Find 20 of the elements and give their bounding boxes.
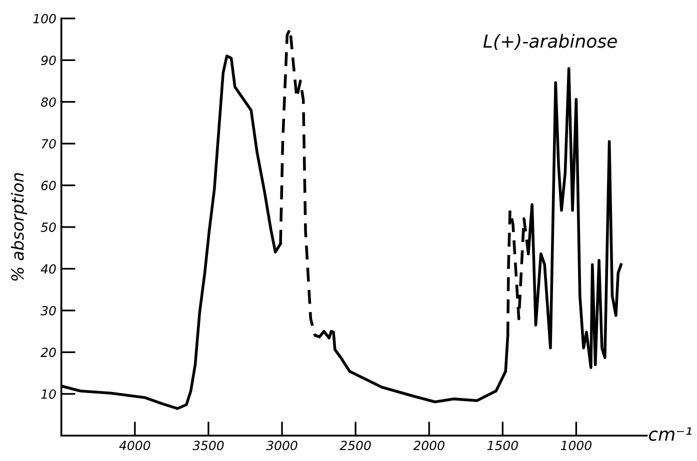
y-tick-label: 90: [41, 56, 56, 66]
y-tick-label: 100: [33, 14, 56, 24]
text: L(+)-arabinose: [483, 34, 617, 50]
x-tick-label: 4000: [119, 440, 150, 450]
y-tick-label: 20: [40, 348, 56, 358]
y-tick-label: 30: [40, 306, 56, 316]
y-tick-label: 50: [40, 222, 56, 232]
y-tick-label: 80: [40, 97, 56, 107]
y-tick-label: 40: [40, 264, 56, 274]
x-tick-label: 1500: [487, 440, 518, 450]
x-axis-title: cm⁻¹: [648, 427, 692, 441]
x-tick-label: 3000: [266, 440, 298, 450]
x-tick-label: 2000: [413, 440, 444, 450]
x-tick-label: 1000: [560, 440, 592, 450]
y-tick-label: 60: [41, 180, 56, 190]
y-tick-label: 70: [42, 139, 56, 149]
x-tick-label: 2500: [340, 440, 371, 450]
y-tick-label: 10: [41, 389, 56, 399]
y-axis-title: % absorption: [10, 173, 28, 281]
x-tick-label: 3500: [192, 440, 224, 450]
